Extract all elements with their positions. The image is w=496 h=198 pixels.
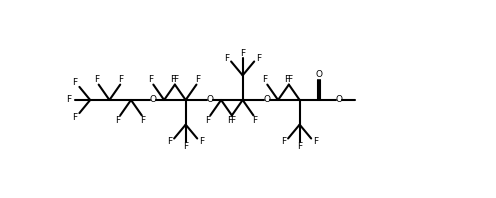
- Text: F: F: [199, 137, 204, 146]
- Text: F: F: [66, 95, 71, 105]
- Text: F: F: [230, 116, 235, 125]
- Text: F: F: [284, 75, 289, 85]
- Text: F: F: [72, 113, 77, 122]
- Text: O: O: [150, 95, 157, 105]
- Text: F: F: [227, 116, 232, 125]
- Text: F: F: [205, 116, 211, 125]
- Text: F: F: [170, 75, 175, 85]
- Text: F: F: [167, 137, 172, 146]
- Text: F: F: [287, 75, 292, 85]
- Text: F: F: [256, 54, 261, 63]
- Text: F: F: [262, 75, 267, 85]
- Text: F: F: [173, 75, 178, 85]
- Text: F: F: [148, 75, 154, 85]
- Text: F: F: [251, 116, 257, 125]
- Text: F: F: [224, 54, 229, 63]
- Text: O: O: [207, 95, 214, 105]
- Text: F: F: [140, 116, 145, 125]
- Text: F: F: [72, 78, 77, 87]
- Text: O: O: [315, 70, 322, 79]
- Text: F: F: [297, 142, 302, 151]
- Text: F: F: [116, 116, 121, 125]
- Text: O: O: [335, 95, 342, 105]
- Text: F: F: [240, 49, 245, 58]
- Text: O: O: [264, 95, 271, 105]
- Text: F: F: [94, 75, 99, 85]
- Text: F: F: [281, 137, 286, 146]
- Text: F: F: [119, 75, 124, 85]
- Text: F: F: [313, 137, 318, 146]
- Text: F: F: [194, 75, 200, 85]
- Text: F: F: [183, 142, 188, 151]
